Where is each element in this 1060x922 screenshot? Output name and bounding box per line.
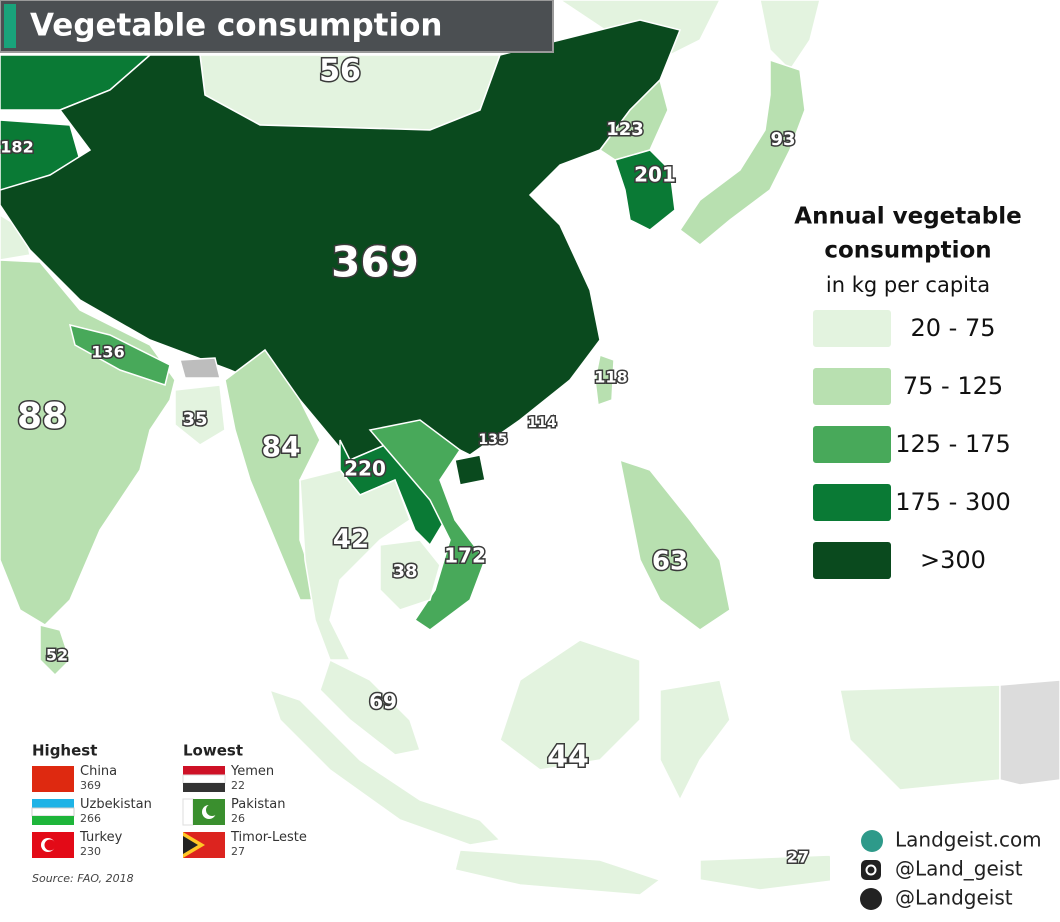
map-label: 93 xyxy=(770,129,795,150)
legend-label: 175 - 300 xyxy=(895,488,1011,516)
legend-swatch xyxy=(813,484,891,521)
map-label: 27 xyxy=(787,848,809,867)
bangladesh xyxy=(174,384,226,446)
rank-name: Uzbekistan xyxy=(80,797,152,812)
flag-uzbekistan xyxy=(32,816,74,825)
russia-sakhalin xyxy=(759,0,821,72)
sumatra xyxy=(268,688,502,846)
rank-value: 22 xyxy=(231,779,245,792)
taiwan xyxy=(594,354,615,407)
map-label: 118 xyxy=(594,368,627,387)
sulawesi xyxy=(659,679,731,802)
legend-swatch xyxy=(813,368,891,405)
rank-name: Pakistan xyxy=(231,797,285,812)
malaysia xyxy=(319,658,421,756)
map-labels: 56 123 93 182 369 201 136 118 114 135 88 35 84 220 42 1… xyxy=(0,52,811,868)
map-label: 56 xyxy=(319,54,361,89)
credit-twitter: @Landgeist xyxy=(895,886,1013,910)
legend-label: >300 xyxy=(920,546,986,574)
credit-instagram: @Land_geist xyxy=(895,857,1023,881)
map-label: 63 xyxy=(652,547,688,577)
map-label: 182 xyxy=(0,138,33,157)
china xyxy=(0,19,682,461)
sri-lanka xyxy=(39,624,71,677)
icon-twitter xyxy=(860,888,882,910)
papua-new-guinea xyxy=(999,679,1060,786)
legend-label: 20 - 75 xyxy=(911,314,996,342)
map-label: 369 xyxy=(331,238,419,287)
legend-swatch xyxy=(813,542,891,579)
flag-yemen xyxy=(183,783,225,792)
credits: Landgeist.com @Land_geist @Landgeist xyxy=(830,822,1060,922)
japan xyxy=(678,58,806,246)
nusa-tenggara xyxy=(699,854,842,891)
map-label: 114 xyxy=(527,415,556,431)
map-label: 69 xyxy=(369,690,397,714)
credit-website: Landgeist.com xyxy=(895,828,1042,852)
borneo xyxy=(499,639,641,771)
rank-value: 26 xyxy=(231,812,245,825)
thailand xyxy=(299,469,411,661)
flag-turkey xyxy=(44,839,56,851)
legend-label: 125 - 175 xyxy=(895,430,1011,458)
title-bar xyxy=(0,0,554,53)
title: Vegetable consumption xyxy=(30,8,442,44)
legend-subtitle: in kg per capita xyxy=(826,273,990,297)
map-label: 84 xyxy=(262,430,301,463)
rank-value: 230 xyxy=(80,845,101,858)
rank-value: 266 xyxy=(80,812,101,825)
papua xyxy=(839,684,1001,791)
map-label: 135 xyxy=(478,432,507,448)
legend: Annual vegetable consumption in kg per cap… xyxy=(794,204,1022,579)
map-label: 38 xyxy=(392,561,417,582)
map-label: 172 xyxy=(444,544,486,568)
flag-yemen xyxy=(183,766,225,775)
icon-instagram xyxy=(861,860,881,880)
flag-pakistan xyxy=(206,804,218,816)
icon-instagram xyxy=(865,864,877,876)
rank-value: 27 xyxy=(231,845,245,858)
philippines xyxy=(619,458,731,631)
legend-swatch xyxy=(813,426,891,463)
rank-name: Turkey xyxy=(79,830,123,845)
map-label: 35 xyxy=(182,409,207,430)
cambodia xyxy=(379,539,441,611)
highest-heading: Highest xyxy=(32,742,97,760)
legend-title: Annual vegetable xyxy=(794,204,1021,230)
flag-uzbekistan xyxy=(31,807,75,817)
legend-swatch xyxy=(813,310,891,347)
rank-name: Timor-Leste xyxy=(230,830,307,845)
map-label: 201 xyxy=(634,163,676,187)
map-label: 123 xyxy=(606,119,644,140)
java xyxy=(454,849,662,896)
south-korea xyxy=(614,149,676,231)
rank-name: China xyxy=(80,764,117,779)
rank-value: 369 xyxy=(80,779,101,792)
flag-timor-leste xyxy=(183,836,198,854)
flag-yemen xyxy=(182,774,226,784)
bhutan xyxy=(179,357,221,379)
flag-uzbekistan xyxy=(32,799,74,808)
map-label: 44 xyxy=(547,740,589,775)
nepal xyxy=(68,323,171,386)
legend-title: consumption xyxy=(824,238,991,264)
map-label: 220 xyxy=(344,457,386,481)
legend-label: 75 - 125 xyxy=(903,372,1003,400)
map-label: 88 xyxy=(17,396,67,437)
vietnam xyxy=(368,419,486,631)
rankings: Highest Lowest China 369 Uzbekistan 266 … xyxy=(31,742,307,885)
rank-name: Yemen xyxy=(230,764,274,779)
icon-web xyxy=(861,830,883,852)
title-accent xyxy=(4,4,16,48)
lowest-heading: Lowest xyxy=(183,742,243,760)
hainan xyxy=(454,454,486,486)
flag-china xyxy=(32,766,74,792)
source: Source: FAO, 2018 xyxy=(32,872,134,885)
map-label: 52 xyxy=(46,646,68,665)
map-label: 42 xyxy=(333,525,369,555)
flag-pakistan xyxy=(182,798,194,826)
map-label: 136 xyxy=(91,343,124,362)
